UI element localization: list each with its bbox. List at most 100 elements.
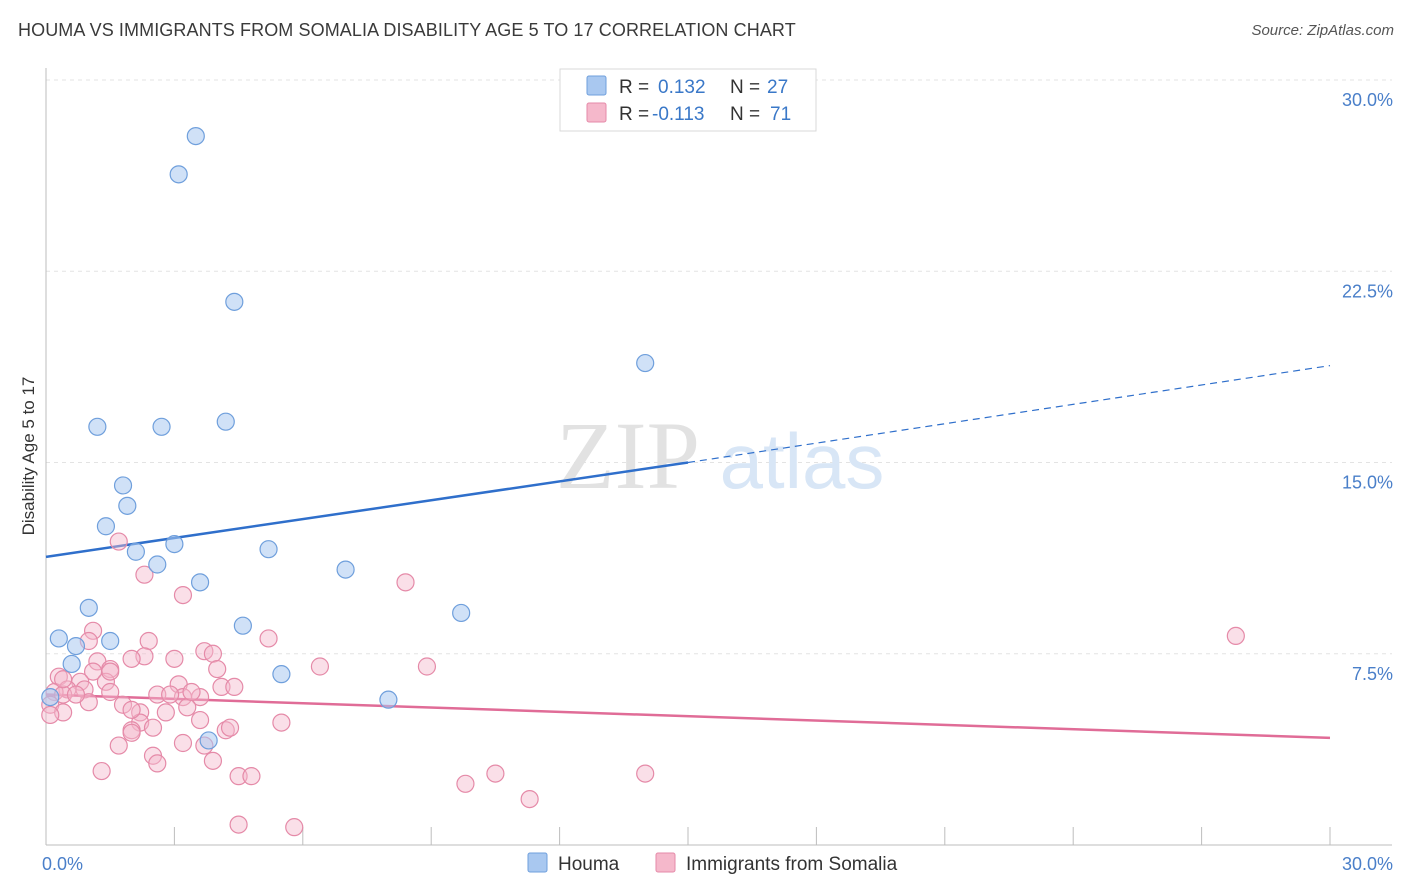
somalia-point-68 [156, 703, 175, 722]
somalia-point-64 [66, 685, 86, 704]
legend-n-value-houma: 27 [767, 77, 788, 98]
somalia-point-39 [190, 710, 210, 730]
legend-r-value-somalia: -0.113 [652, 104, 704, 125]
houma-point-4 [88, 417, 107, 436]
somalia-point-50 [148, 754, 167, 773]
houma-point-6 [216, 412, 235, 431]
somalia-point-15 [417, 657, 437, 676]
somalia-point-21 [96, 672, 116, 691]
somalia-point-0 [109, 532, 128, 551]
houma-point-16 [79, 598, 98, 617]
source-credit: Source: ZipAtlas.com [1251, 22, 1394, 39]
houma-point-12 [126, 542, 145, 561]
bottom-legend-swatch-houma [527, 852, 548, 873]
legend-r-label-somalia: R = [619, 104, 649, 125]
somalia-point-29 [148, 685, 167, 704]
somalia-point-67 [182, 682, 201, 702]
somalia-point-55 [486, 764, 505, 783]
houma-point-20 [101, 631, 120, 651]
somalia-point-59 [229, 815, 248, 834]
houma-point-19 [49, 629, 68, 648]
watermark-atlas: atlas [720, 417, 885, 505]
somalia-point-40 [272, 713, 291, 732]
somalia-point-23 [212, 677, 231, 697]
legend-r-label-houma: R = [619, 77, 649, 98]
somalia-point-56 [456, 774, 475, 793]
legend-n-value-somalia: 71 [770, 104, 791, 125]
houma-point-14 [336, 560, 355, 579]
houma-trend-line [45, 461, 689, 559]
somalia-point-12 [122, 649, 141, 668]
houma-point-1 [169, 165, 188, 184]
houma-point-2 [225, 292, 244, 311]
houma-point-22 [62, 654, 81, 674]
somalia-point-4 [83, 621, 103, 640]
somalia-point-51 [203, 751, 223, 770]
somalia-point-2 [396, 573, 415, 592]
legend-r-value-houma: 0.132 [658, 77, 706, 98]
watermark: ZIP atlas [556, 402, 884, 509]
legend-n-label-houma: N = [730, 77, 760, 98]
somalia-point-69 [54, 670, 73, 689]
y-tick-label-1: 15.0% [1342, 473, 1393, 493]
houma-point-25 [41, 687, 60, 707]
somalia-point-57 [636, 764, 655, 783]
houma-point-23 [272, 665, 291, 684]
somalia-point-62 [41, 705, 60, 725]
somalia-point-52 [92, 761, 111, 781]
somalia-point-6 [139, 631, 158, 651]
somalia-point-58 [520, 789, 539, 809]
legend-n-label-somalia: N = [730, 104, 760, 125]
somalia-point-54 [242, 767, 261, 786]
somalia-point-48 [109, 736, 128, 755]
houma-point-21 [66, 636, 86, 656]
y-tick-labels: 7.5% 15.0% 22.5% 30.0% [1342, 90, 1393, 684]
houma-point-0 [186, 127, 205, 146]
somalia-point-65 [101, 662, 120, 681]
legend: R = 0.132 N = 27 R = -0.113 N = 71 [559, 68, 817, 132]
somalia-point-16 [208, 659, 227, 679]
houma-point-24 [379, 690, 398, 709]
somalia-point-63 [220, 718, 240, 737]
legend-swatch-somalia [586, 102, 607, 123]
somalia-point-66 [122, 700, 141, 719]
somalia-point-70 [225, 677, 244, 697]
bottom-legend: Houma Immigrants from Somalia [527, 852, 898, 875]
somalia-point-31 [190, 687, 210, 707]
y-axis-label: Disability Age 5 to 17 [19, 377, 38, 536]
legend-swatch-houma [586, 75, 607, 96]
houma-point-18 [233, 616, 252, 635]
houma-point-8 [118, 496, 137, 515]
houma-point-5 [152, 417, 171, 436]
y-tick-label-3: 30.0% [1342, 90, 1393, 110]
axes [45, 68, 1392, 846]
grid-lines [46, 79, 1392, 655]
somalia-point-11 [165, 649, 184, 668]
somalia-points [41, 532, 1245, 837]
houma-point-11 [259, 540, 278, 559]
bottom-legend-label-somalia: Immigrants from Somalia [686, 854, 898, 875]
houma-point-9 [96, 517, 116, 536]
houma-point-3 [636, 353, 655, 373]
somalia-point-45 [122, 723, 141, 742]
houma-trend-line-extension [687, 365, 1331, 464]
trend-lines [45, 365, 1331, 740]
y-tick-label-2: 22.5% [1342, 281, 1393, 301]
somalia-point-60 [285, 818, 304, 837]
somalia-point-14 [310, 657, 330, 676]
somalia-point-61 [1226, 626, 1245, 646]
x-tick-label-1: 30.0% [1342, 854, 1393, 874]
somalia-point-53 [229, 767, 248, 786]
somalia-point-5 [259, 629, 278, 648]
houma-points [41, 127, 655, 750]
houma-point-13 [148, 555, 167, 574]
x-tick-label-0: 0.0% [42, 854, 83, 874]
houma-point-17 [452, 603, 471, 623]
somalia-point-43 [143, 718, 163, 737]
bottom-legend-swatch-somalia [655, 852, 676, 873]
bottom-legend-label-houma: Houma [558, 854, 620, 875]
somalia-point-1 [135, 565, 154, 584]
somalia-point-36 [178, 698, 197, 717]
somalia-point-26 [101, 682, 120, 702]
